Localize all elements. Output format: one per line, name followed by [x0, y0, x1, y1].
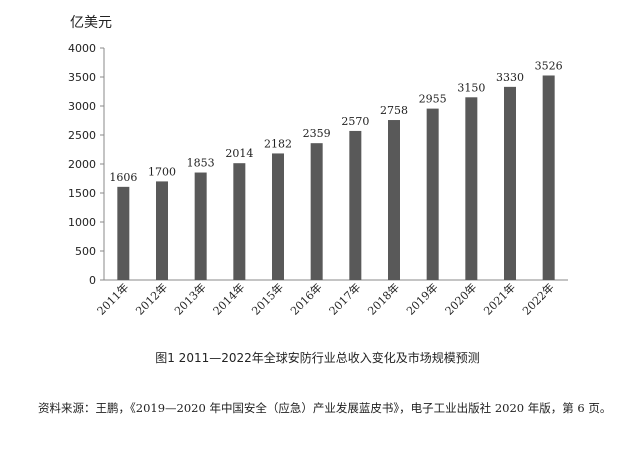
y-tick-label: 1500	[68, 187, 96, 200]
y-tick-label: 2000	[68, 158, 96, 171]
bar	[504, 86, 516, 280]
bar-value-label: 2014	[225, 147, 253, 160]
x-tick-label: 2016年	[287, 280, 324, 317]
bar-value-label: 3150	[457, 81, 485, 94]
bar	[156, 181, 168, 280]
x-tick-label: 2021年	[481, 280, 518, 317]
bar-value-label: 3330	[496, 71, 524, 84]
bar-value-label: 1606	[109, 171, 137, 184]
value-label-group: 1606 1700 1853 2014 2182 2359 2570 2758 2955 3150…	[109, 59, 562, 183]
bar-value-label: 2359	[303, 127, 331, 140]
y-tick-group: 0 500 1000 1500 2000 2500 3000 3500 4000	[68, 42, 104, 287]
x-tick-label: 2012年	[133, 280, 170, 317]
revenue-bar-chart: 亿美元 0 500 1000 1500 2000 2500 3000 3500 4000 160…	[68, 15, 568, 318]
x-tick-label: 2022年	[519, 280, 556, 317]
bar	[426, 108, 439, 280]
x-tick-label: 2017年	[326, 280, 363, 317]
y-tick-label: 500	[75, 245, 96, 258]
x-tick-label-group: 2011年 2012年 2013年 2014年 2015年 2016年 2017年 2018年…	[94, 280, 557, 317]
bar-value-label: 2182	[264, 137, 292, 150]
bar-value-label: 1853	[187, 157, 215, 170]
bar	[349, 130, 362, 280]
bar-group	[117, 75, 555, 280]
bar	[542, 75, 555, 280]
source-note: 资料来源：王鹏，《2019—2020 年中国安全（应急）产业发展蓝皮书》，电子工…	[38, 401, 612, 415]
bar	[233, 163, 246, 280]
y-tick-label: 4000	[68, 42, 96, 55]
bar-value-label: 2955	[419, 93, 447, 106]
y-tick-label: 3000	[68, 100, 96, 113]
y-axis-unit-label: 亿美元	[70, 15, 112, 31]
y-tick-label: 0	[89, 274, 96, 287]
x-tick-label: 2011年	[94, 280, 131, 317]
x-tick-label: 2014年	[210, 280, 247, 317]
figure-caption: 图1 2011—2022年全球安防行业总收入变化及市场规模预测	[155, 351, 480, 365]
bar	[272, 153, 284, 280]
x-tick-label: 2019年	[403, 280, 440, 317]
y-tick-label: 2500	[68, 129, 96, 142]
bar-value-label: 3526	[535, 59, 563, 72]
bar	[465, 97, 478, 280]
x-tick-label: 2015年	[249, 280, 286, 317]
bar	[310, 143, 323, 280]
bar	[194, 172, 207, 280]
y-tick-label: 1000	[68, 216, 96, 229]
bar-value-label: 1700	[148, 165, 176, 178]
bar-value-label: 2570	[341, 115, 369, 128]
bar	[117, 186, 130, 280]
x-tick-label: 2020年	[442, 280, 479, 317]
x-tick-label: 2013年	[171, 280, 208, 317]
bar	[388, 120, 400, 280]
y-tick-label: 3500	[68, 71, 96, 84]
x-tick-label: 2018年	[365, 280, 402, 317]
bar-value-label: 2758	[380, 104, 408, 117]
